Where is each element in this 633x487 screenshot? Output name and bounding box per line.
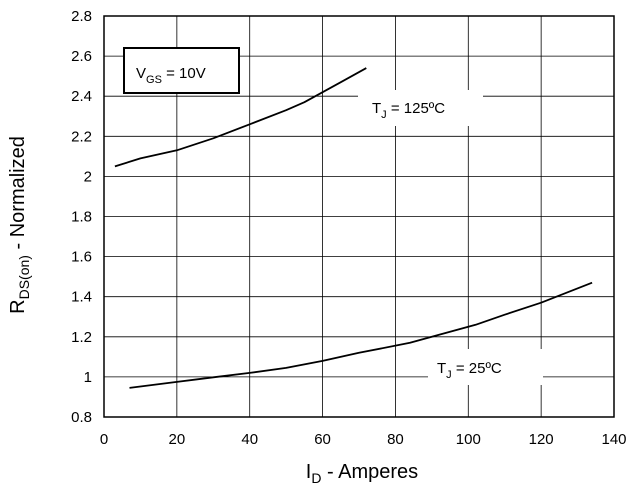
x-tick-label: 40 bbox=[241, 431, 258, 448]
plot-frame bbox=[103, 15, 615, 418]
x-title-rest: - Amperes bbox=[321, 461, 418, 483]
y-tick-label: 1.2 bbox=[71, 329, 92, 346]
vgs-main: V bbox=[136, 65, 146, 82]
label-25-main: T bbox=[437, 360, 446, 377]
label-25-sub: J bbox=[446, 369, 452, 381]
series-lines bbox=[114, 67, 593, 389]
x-tick-labels: 0 20 40 60 80 100 120 140 bbox=[100, 431, 627, 448]
x-tick-label: 100 bbox=[456, 431, 481, 448]
y-tick-label: 1.6 bbox=[71, 249, 92, 266]
x-title-sub: D bbox=[311, 470, 321, 486]
label-125-rest: = 125ºC bbox=[387, 100, 446, 117]
x-tick-label: 140 bbox=[601, 431, 626, 448]
x-tick-label: 80 bbox=[387, 431, 404, 448]
svg-text:TJ = 125ºC: TJ = 125ºC bbox=[372, 100, 445, 121]
y-tick-labels: 0.8 1 1.2 1.4 1.6 1.8 2 2.2 2.4 2.6 2.8 bbox=[71, 8, 92, 426]
y-tick-label: 1.4 bbox=[71, 289, 92, 306]
x-title-main: I bbox=[306, 461, 312, 483]
y-tick-label: 0.8 bbox=[71, 409, 92, 426]
x-tick-label: 60 bbox=[314, 431, 331, 448]
x-tick-label: 0 bbox=[100, 431, 108, 448]
y-tick-label: 1 bbox=[84, 369, 92, 386]
label-125-sub: J bbox=[381, 109, 387, 121]
y-title-rest: - Normalized bbox=[7, 136, 29, 255]
series-line-125c bbox=[114, 67, 367, 168]
y-title-main: R bbox=[7, 299, 29, 313]
y-tick-label: 2.2 bbox=[71, 128, 92, 145]
series-label-125c: TJ = 125ºC bbox=[358, 90, 483, 126]
x-tick-label: 120 bbox=[529, 431, 554, 448]
svg-text:TJ = 25ºC: TJ = 25ºC bbox=[437, 360, 502, 381]
vgs-condition-box: VGS = 10V bbox=[123, 47, 240, 94]
x-axis-title: ID - Amperes bbox=[306, 461, 418, 486]
vgs-sub: GS bbox=[146, 74, 162, 86]
y-tick-label: 2 bbox=[84, 168, 92, 185]
series-label-25c: TJ = 25ºC bbox=[428, 349, 543, 385]
y-tick-label: 1.8 bbox=[71, 209, 92, 226]
series-line-25c bbox=[129, 281, 593, 389]
y-tick-label: 2.8 bbox=[71, 8, 92, 25]
y-axis-title: RDS(on) - Normalized bbox=[7, 136, 32, 314]
label-125-main: T bbox=[372, 100, 381, 117]
y-tick-label: 2.6 bbox=[71, 48, 92, 65]
label-25-rest: = 25ºC bbox=[452, 360, 502, 377]
svg-text:VGS = 10V: VGS = 10V bbox=[136, 65, 206, 86]
vgs-rest: = 10V bbox=[162, 65, 206, 82]
y-title-sub: DS(on) bbox=[16, 255, 32, 299]
x-tick-label: 20 bbox=[169, 431, 186, 448]
y-tick-label: 2.4 bbox=[71, 88, 92, 105]
